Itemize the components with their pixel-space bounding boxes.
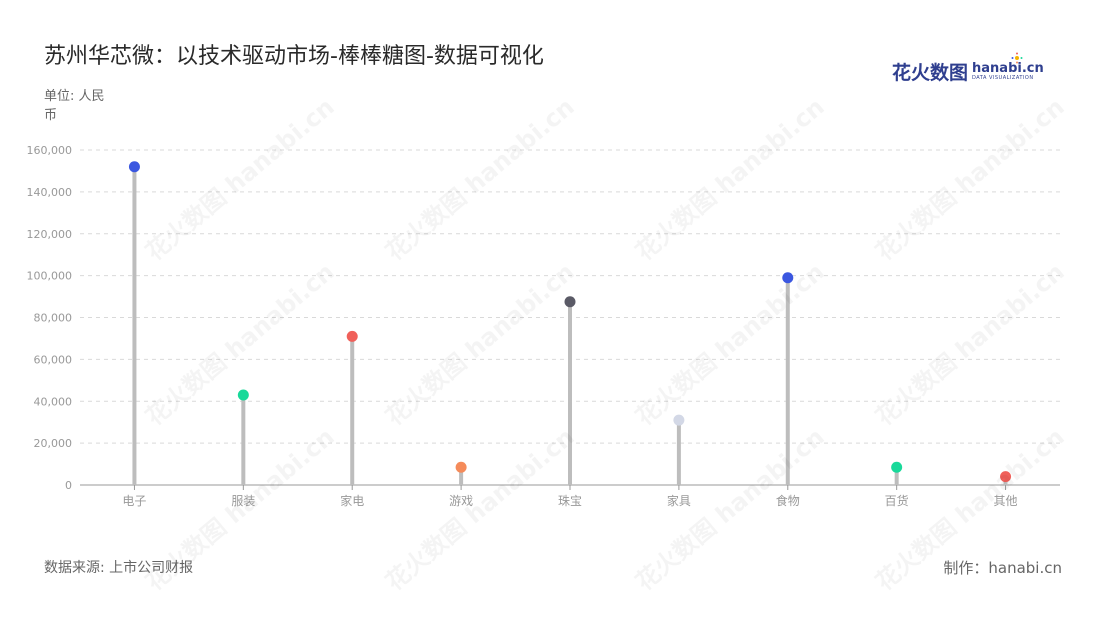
- lollipop-point[interactable]: [891, 461, 903, 473]
- x-tick-label: 百货: [885, 493, 909, 508]
- y-tick-label: 160,000: [27, 144, 73, 157]
- y-tick-label: 140,000: [27, 186, 73, 199]
- lollipop-point[interactable]: [564, 296, 576, 308]
- lollipop-point[interactable]: [237, 389, 249, 401]
- y-tick-label: 60,000: [34, 353, 73, 366]
- x-tick-label: 珠宝: [558, 494, 582, 508]
- axis-layer: 0 20,000 40,000 60,000 80,000 100,000 120,000 1…: [27, 144, 1060, 508]
- y-tick-label: 40,000: [34, 395, 73, 408]
- x-tick-label: 电子: [122, 494, 146, 508]
- lollipop-point[interactable]: [128, 161, 140, 173]
- logo-text-cn: 花火数图: [892, 62, 969, 84]
- x-tick-label: 服装: [231, 494, 255, 508]
- credit-label: 制作：hanabi.cn: [943, 559, 1062, 577]
- x-tick-label: 食物: [776, 493, 800, 508]
- y-tick-label: 120,000: [27, 228, 73, 241]
- brand-logo: 花火数图 hanabi.cn DATA VISUALIZATION: [892, 52, 1044, 85]
- x-tick-label: 家电: [340, 493, 364, 508]
- logo-text-en: hanabi.cn: [972, 60, 1044, 76]
- x-tick-label: 游戏: [449, 494, 473, 508]
- x-tick-label: 其他: [994, 494, 1018, 508]
- lollipop-point[interactable]: [1000, 471, 1012, 483]
- lollipop-point[interactable]: [346, 330, 358, 342]
- y-tick-label: 80,000: [34, 312, 73, 325]
- lollipop-point[interactable]: [782, 272, 794, 284]
- sparkle-icon: [1011, 52, 1023, 64]
- y-tick-label: 0: [65, 479, 72, 492]
- lollipop-point[interactable]: [455, 461, 467, 473]
- lollipop-point[interactable]: [673, 414, 685, 426]
- y-tick-label: 20,000: [34, 437, 73, 450]
- y-tick-label: 100,000: [27, 270, 73, 283]
- logo-text-en-group: hanabi.cn DATA VISUALIZATION: [972, 62, 1044, 82]
- stem-layer: [132, 166, 1008, 485]
- dot-layer: [128, 161, 1012, 483]
- y-axis-unit-label: 单位: 人民币: [44, 89, 105, 123]
- logo-text-en-sub: DATA VISUALIZATION: [972, 74, 1034, 81]
- chart-title: 苏州华芯微：以技术驱动市场-棒棒糖图-数据可视化: [44, 44, 544, 69]
- x-tick-label: 家具: [667, 493, 691, 508]
- data-source-label: 数据来源: 上市公司财报: [44, 560, 194, 576]
